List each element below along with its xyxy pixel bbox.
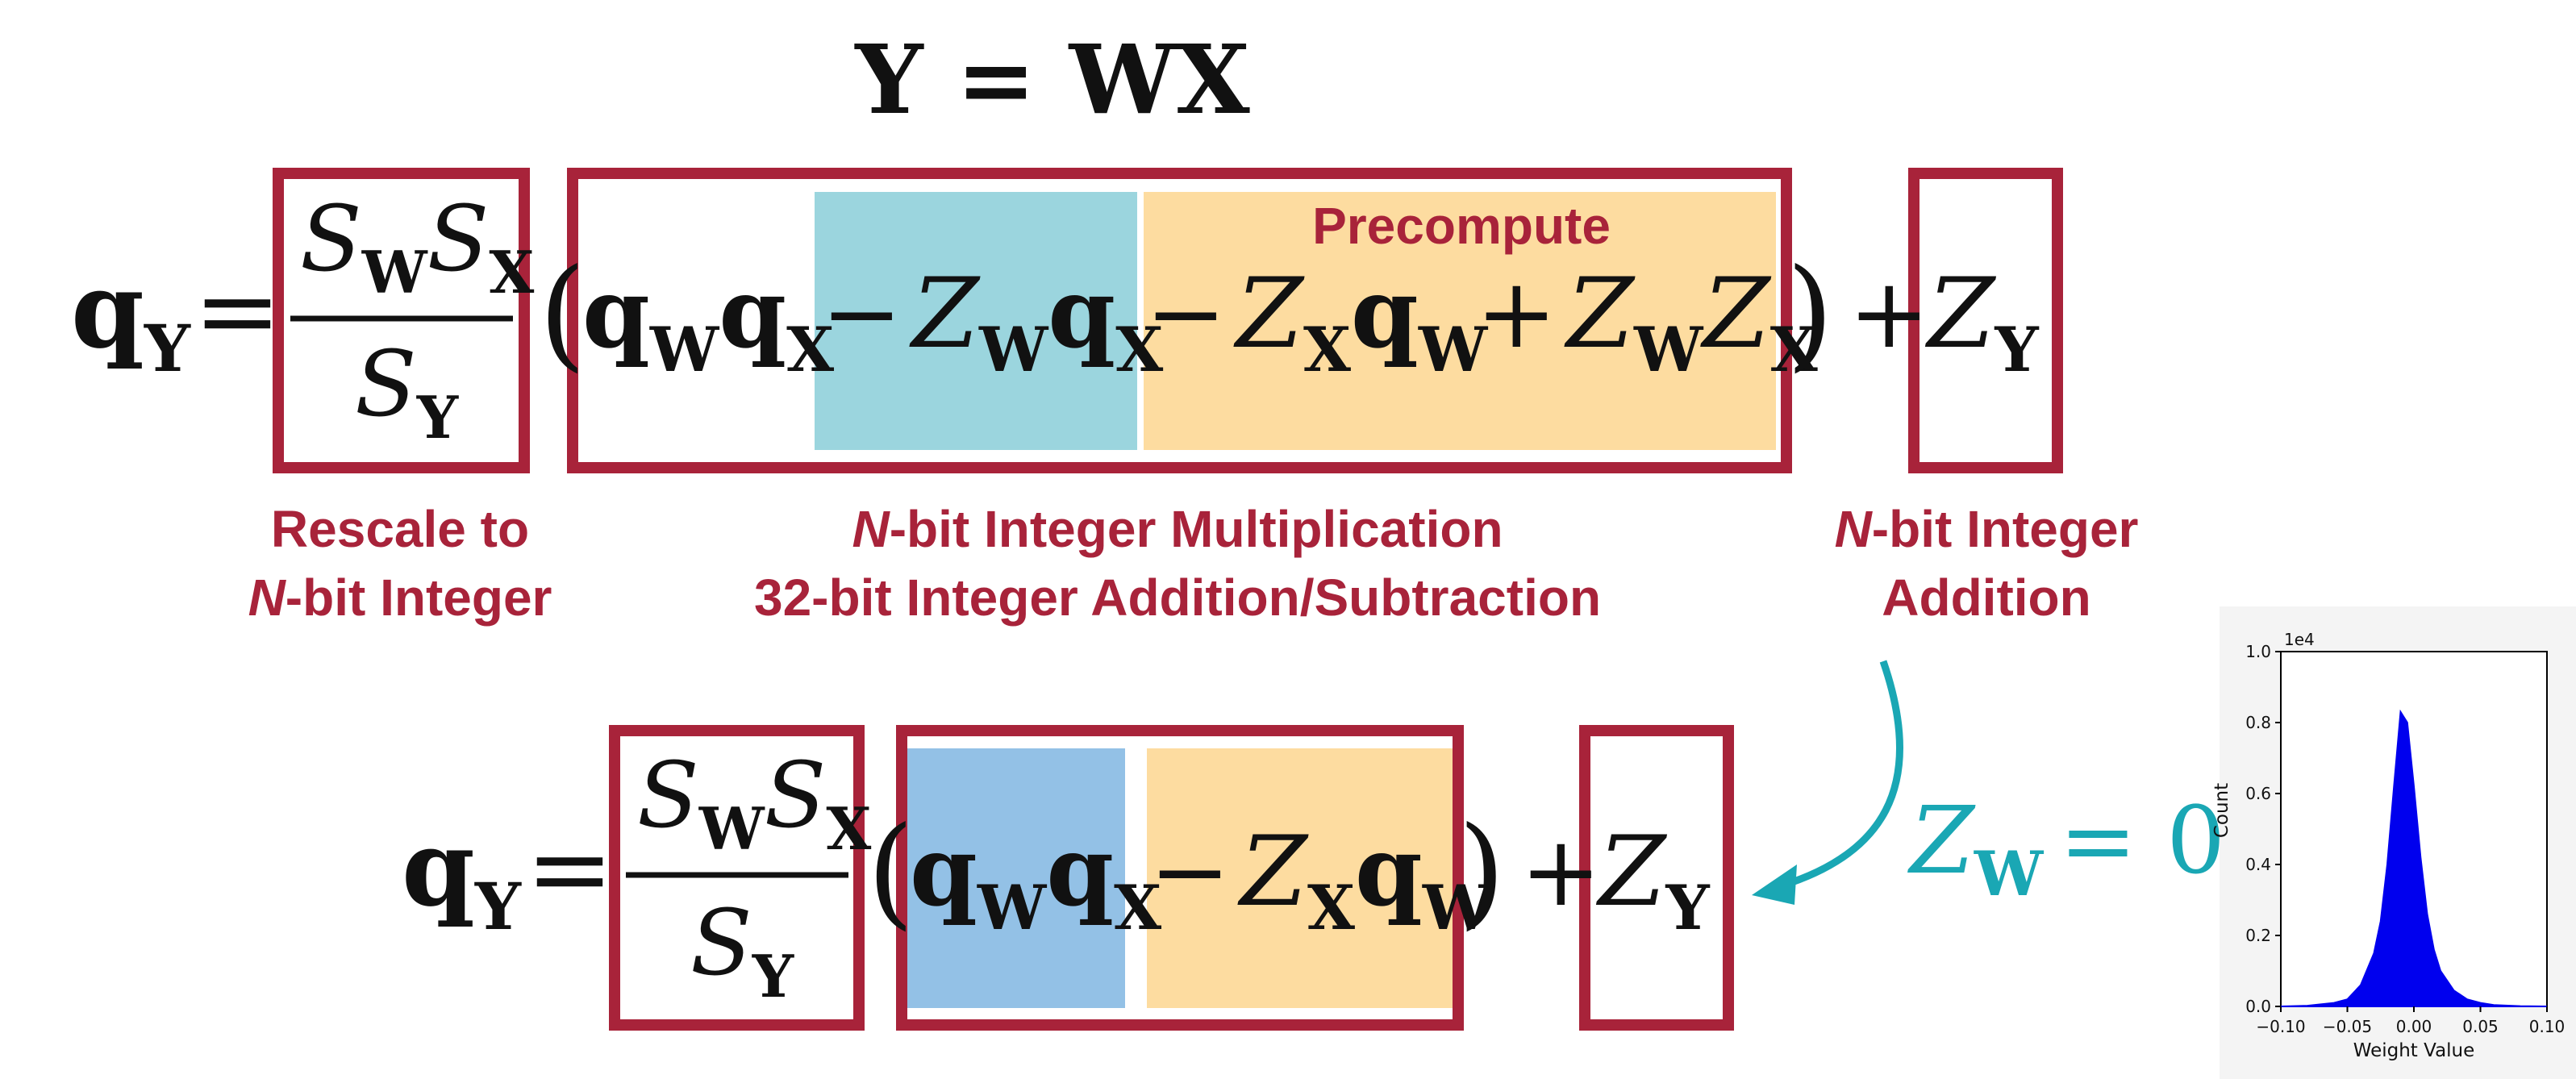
eq1-lhs: qY =	[71, 248, 281, 386]
x-tick-label: 0.05	[2462, 1017, 2499, 1036]
eq1-frac-numerator: SWSX	[300, 187, 534, 306]
eq2-term-zxqw: − ZXqW	[1149, 814, 1493, 944]
y-tick-label: 0.8	[2245, 713, 2271, 732]
arrow-head-icon	[1752, 864, 1797, 905]
x-tick-label: −0.10	[2256, 1017, 2305, 1036]
x-tick-label: −0.05	[2323, 1017, 2372, 1036]
teal-highlight	[815, 192, 1137, 450]
eq2-zy: ZY	[1595, 816, 1710, 944]
top-equation: Y = WX	[853, 23, 1250, 135]
y-tick-label: 1.0	[2245, 642, 2271, 661]
eq2-equals: =	[526, 807, 614, 930]
x-axis-ticks: −0.10 −0.05 0.00 0.05 0.10	[2256, 1006, 2565, 1036]
y-axis-label: Count	[2211, 783, 2232, 838]
eq1-frac-denominator: SY	[355, 332, 460, 452]
eq1-term-qwqx: qWqX	[582, 256, 834, 385]
eq1-term-zwzx: + ZWZX	[1476, 258, 1818, 385]
eq2-term-qwqx: qWqX	[910, 814, 1161, 944]
curved-arrow	[1781, 660, 1904, 889]
y-tick-label: 0.4	[2245, 855, 2271, 874]
eq2-frac-numerator: SWSX	[637, 744, 871, 863]
precompute-label: Precompute	[1312, 197, 1611, 255]
orange-highlight-2	[1147, 748, 1455, 1008]
y-tick-label: 0.0	[2245, 997, 2271, 1016]
blue-highlight	[907, 748, 1125, 1008]
eq2-lparen: (	[867, 802, 915, 942]
labels-row: Rescale to N-bit Integer N-bit Integer M…	[248, 500, 2139, 627]
integer-mult-box-2	[896, 725, 1464, 1031]
precompute-highlight	[1144, 192, 1776, 450]
eq2-fraction: SWSX SY	[626, 744, 871, 1010]
rescale-label-line1: Rescale to	[271, 500, 529, 558]
histogram-area	[2280, 709, 2548, 1007]
rescale-label-line2: N-bit Integer	[248, 569, 552, 627]
zy-box-1	[1908, 168, 2063, 473]
x-tick-label: 0.10	[2529, 1017, 2566, 1036]
eq1-lparen: (	[539, 244, 586, 384]
zy-box-2	[1579, 725, 1734, 1031]
x-tick-label: 0.00	[2396, 1017, 2432, 1036]
eq2-rparen: )	[1458, 802, 1506, 942]
eq1-term-zxqw: − ZXqW	[1145, 256, 1489, 385]
y-tick-label: 0.6	[2245, 784, 2271, 803]
x-axis-label: Weight Value	[2353, 1040, 2475, 1061]
eq1-qy: qY	[71, 248, 191, 386]
eq2-lhs: qY =	[402, 806, 614, 944]
add-label-line1: N-bit Integer	[1835, 500, 2139, 558]
eq1-rparen: )	[1786, 244, 1834, 384]
eq2-frac-denominator: SY	[690, 891, 795, 1010]
eq1-plus: +	[1849, 258, 1930, 370]
eq1-fraction: SWSX SY	[290, 187, 534, 452]
rescale-box-2	[609, 725, 865, 1031]
mult-label-line1: N-bit Integer Multiplication	[852, 500, 1503, 558]
add-label-line2: Addition	[1882, 569, 2090, 627]
eq2-qy: qY	[402, 806, 522, 944]
mult-label-line2: 32-bit Integer Addition/Subtraction	[754, 569, 1601, 627]
y-axis-ticks: 0.0 0.2 0.4 0.6 0.8 1.0	[2245, 642, 2281, 1016]
eq2-plus: +	[1520, 816, 1602, 928]
eq1-term-zwqx: − ZWqX	[821, 256, 1163, 385]
scale-label: 1e4	[2284, 630, 2315, 649]
weight-histogram: −0.10 −0.05 0.00 0.05 0.10 0.0 0.2 0.4 0.6 0.8 1.…	[2211, 606, 2576, 1079]
eq1-equals: =	[194, 249, 281, 372]
eq1-zy: ZY	[1924, 258, 2039, 385]
eq1-expression: ( qWqX − ZWqX − ZXqW + ZWZX ) + ZY	[539, 244, 2039, 385]
y-tick-label: 0.2	[2245, 926, 2271, 945]
integer-mult-box	[567, 168, 1792, 473]
zw-equals-zero: ZW = 0	[1907, 787, 2225, 910]
eq2-expression: ( qWqX − ZXqW ) + ZY	[867, 802, 1710, 944]
rescale-box	[273, 168, 530, 473]
